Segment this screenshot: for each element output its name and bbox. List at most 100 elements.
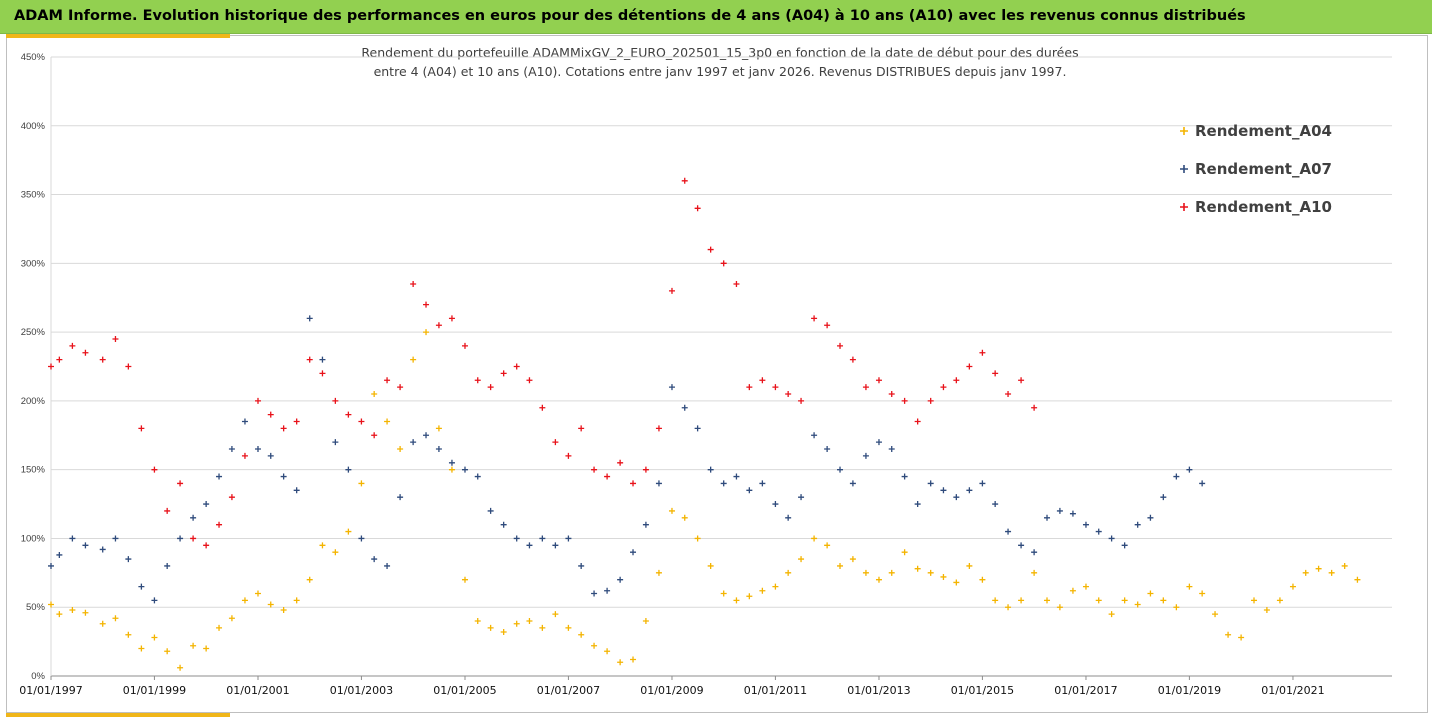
data-point xyxy=(668,507,675,514)
data-point xyxy=(423,329,430,336)
data-point xyxy=(99,546,106,553)
data-point xyxy=(720,590,727,597)
data-point xyxy=(280,473,287,480)
x-tick-label: 01/01/2021 xyxy=(1261,684,1324,697)
legend-label: Rendement_A10 xyxy=(1195,198,1332,216)
data-point xyxy=(125,556,132,563)
data-point xyxy=(254,446,261,453)
data-point xyxy=(358,480,365,487)
data-point xyxy=(824,542,831,549)
data-point xyxy=(190,535,197,542)
data-point xyxy=(125,631,132,638)
data-point xyxy=(759,377,766,384)
data-point xyxy=(953,494,960,501)
data-point xyxy=(539,404,546,411)
y-tick-label: 400% xyxy=(21,121,46,132)
data-point xyxy=(1173,604,1180,611)
data-point xyxy=(1095,597,1102,604)
data-point xyxy=(203,501,210,508)
data-point xyxy=(1044,597,1051,604)
data-point xyxy=(332,549,339,556)
data-point xyxy=(513,535,520,542)
data-point xyxy=(332,397,339,404)
data-point xyxy=(69,535,76,542)
data-point xyxy=(862,384,869,391)
x-tick-label: 01/01/2003 xyxy=(330,684,393,697)
data-point xyxy=(69,606,76,613)
data-point xyxy=(1121,597,1128,604)
data-point xyxy=(125,363,132,370)
data-point xyxy=(513,363,520,370)
data-point xyxy=(565,452,572,459)
data-point xyxy=(681,177,688,184)
data-point xyxy=(772,583,779,590)
data-point xyxy=(448,315,455,322)
data-point xyxy=(630,480,637,487)
data-point xyxy=(578,425,585,432)
series-Rendement_A10 xyxy=(48,177,1038,549)
x-tick-label: 01/01/1999 xyxy=(123,684,186,697)
data-point xyxy=(177,480,184,487)
data-point xyxy=(306,315,313,322)
data-point xyxy=(526,617,533,624)
data-point xyxy=(604,648,611,655)
data-point xyxy=(694,425,701,432)
data-point xyxy=(1082,521,1089,528)
data-point xyxy=(371,556,378,563)
plot-points xyxy=(48,177,1361,671)
data-point xyxy=(811,535,818,542)
data-point xyxy=(617,659,624,666)
x-tick-label: 01/01/2009 xyxy=(640,684,703,697)
data-point xyxy=(720,480,727,487)
data-point xyxy=(306,576,313,583)
data-point xyxy=(151,466,158,473)
data-point xyxy=(112,535,119,542)
data-point xyxy=(578,631,585,638)
data-point xyxy=(591,642,598,649)
data-point xyxy=(435,425,442,432)
data-point xyxy=(474,617,481,624)
y-tick-label: 50% xyxy=(26,602,46,613)
data-point xyxy=(228,494,235,501)
data-point xyxy=(927,397,934,404)
data-point xyxy=(966,363,973,370)
data-point xyxy=(979,576,986,583)
data-point xyxy=(979,480,986,487)
data-point xyxy=(319,356,326,363)
data-point xyxy=(474,473,481,480)
data-point xyxy=(798,556,805,563)
data-point xyxy=(1225,631,1232,638)
data-point xyxy=(267,601,274,608)
data-point xyxy=(888,446,895,453)
data-point xyxy=(526,377,533,384)
data-point xyxy=(1186,583,1193,590)
data-point xyxy=(772,501,779,508)
data-point xyxy=(1095,528,1102,535)
data-point xyxy=(785,514,792,521)
data-point xyxy=(228,615,235,622)
data-point xyxy=(500,370,507,377)
x-tick-label: 01/01/2013 xyxy=(847,684,910,697)
data-point xyxy=(345,466,352,473)
data-point xyxy=(824,446,831,453)
data-point xyxy=(82,609,89,616)
data-point xyxy=(681,404,688,411)
header-bar: ADAM Informe. Evolution historique des p… xyxy=(0,0,1432,34)
data-point xyxy=(849,356,856,363)
data-point xyxy=(397,446,404,453)
data-point xyxy=(345,528,352,535)
chart-title-line-1: Rendement du portefeuille ADAMMixGV_2_EU… xyxy=(361,45,1078,60)
data-point xyxy=(862,452,869,459)
y-tick-label: 150% xyxy=(21,465,46,476)
data-point xyxy=(992,370,999,377)
data-point xyxy=(668,287,675,294)
data-point xyxy=(500,521,507,528)
data-point xyxy=(203,645,210,652)
data-point xyxy=(1005,528,1012,535)
data-point xyxy=(1031,569,1038,576)
data-point xyxy=(216,521,223,528)
data-point xyxy=(552,542,559,549)
data-point xyxy=(875,439,882,446)
legend-label: Rendement_A07 xyxy=(1195,160,1332,178)
data-point xyxy=(280,606,287,613)
